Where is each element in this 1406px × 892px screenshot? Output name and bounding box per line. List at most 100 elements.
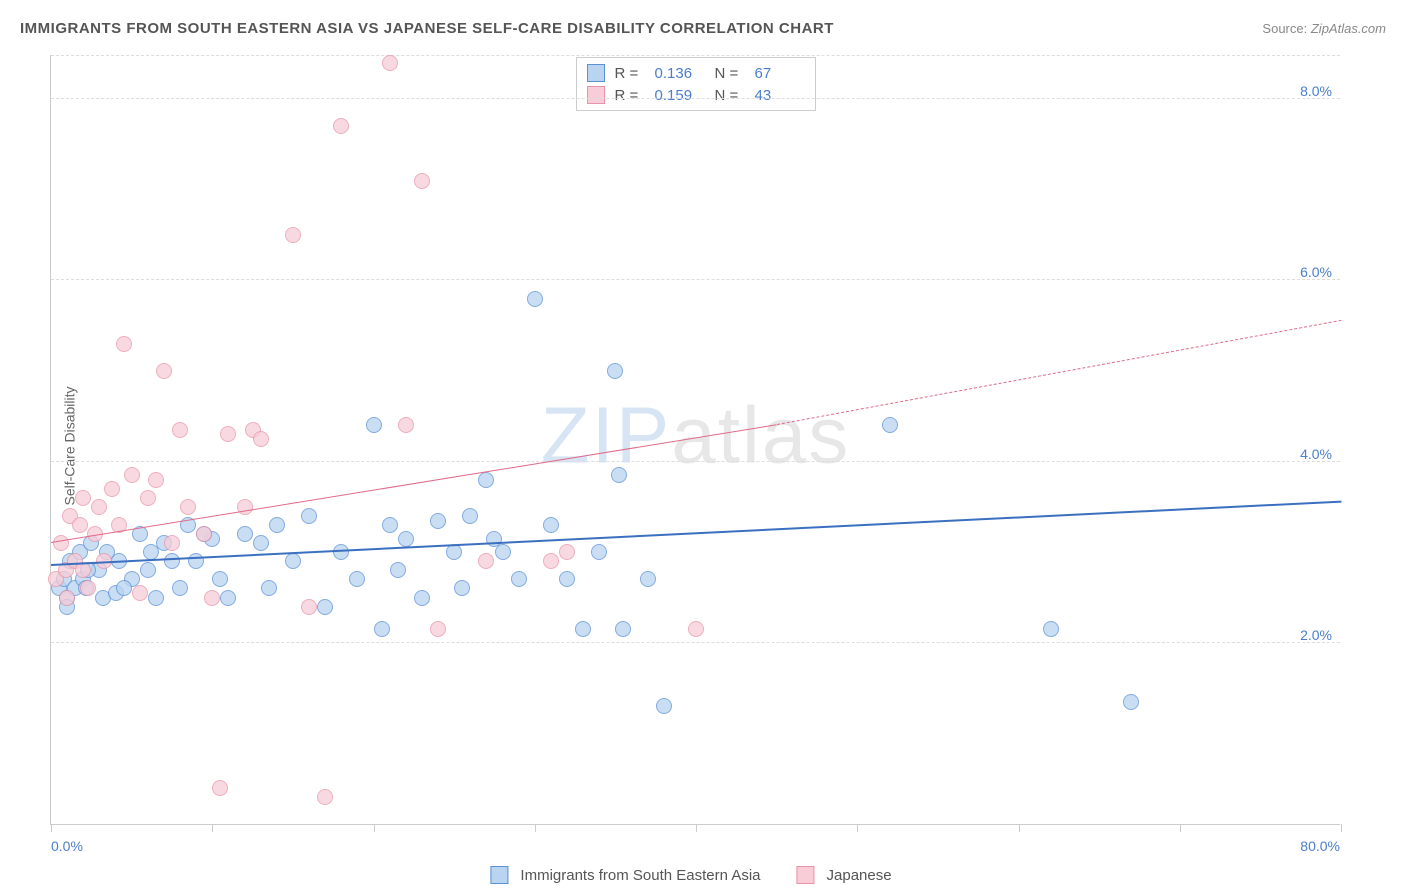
x-min-label: 0.0% [51, 838, 83, 854]
legend-row: R = 0.136 N = 67 [587, 62, 805, 84]
data-point [59, 590, 75, 606]
data-point [559, 544, 575, 560]
gridline [51, 279, 1340, 280]
data-point [124, 467, 140, 483]
data-point [212, 571, 228, 587]
data-point [317, 599, 333, 615]
legend-swatch [587, 86, 605, 104]
x-tick [1019, 824, 1020, 832]
data-point [301, 508, 317, 524]
data-point [559, 571, 575, 587]
data-point [430, 513, 446, 529]
data-point [398, 417, 414, 433]
data-point [140, 490, 156, 506]
data-point [374, 621, 390, 637]
data-point [156, 363, 172, 379]
data-point [333, 118, 349, 134]
data-point [196, 526, 212, 542]
gridline [51, 642, 1340, 643]
data-point [414, 173, 430, 189]
watermark-part2: atlas [671, 390, 850, 479]
x-tick [535, 824, 536, 832]
gridline [51, 55, 1340, 56]
y-tick-label: 8.0% [1300, 83, 1332, 99]
x-tick [857, 824, 858, 832]
data-point [390, 562, 406, 578]
data-point [72, 517, 88, 533]
data-point [261, 580, 277, 596]
scatter-plot: ZIPatlas R =0.136N =67R =0.159N =43 2.0%… [50, 55, 1340, 825]
data-point [349, 571, 365, 587]
data-point [478, 553, 494, 569]
x-tick [212, 824, 213, 832]
data-point [495, 544, 511, 560]
data-point [132, 585, 148, 601]
data-point [1123, 694, 1139, 710]
n-label: N = [715, 87, 745, 104]
data-point [446, 544, 462, 560]
chart-title: IMMIGRANTS FROM SOUTH EASTERN ASIA VS JA… [20, 20, 834, 37]
data-point [212, 780, 228, 796]
data-point [882, 417, 898, 433]
legend-label: Japanese [827, 867, 892, 884]
r-label: R = [615, 65, 645, 82]
legend-swatch [587, 64, 605, 82]
data-point [220, 426, 236, 442]
data-point [430, 621, 446, 637]
data-point [511, 571, 527, 587]
r-value: 0.136 [655, 65, 705, 82]
x-tick [51, 824, 52, 832]
y-tick-label: 2.0% [1300, 627, 1332, 643]
data-point [656, 698, 672, 714]
data-point [615, 621, 631, 637]
chart-header: IMMIGRANTS FROM SOUTH EASTERN ASIA VS JA… [20, 20, 1386, 37]
data-point [575, 621, 591, 637]
data-point [607, 363, 623, 379]
legend-row: R =0.159N =43 [587, 84, 805, 106]
source-attribution: Source: ZipAtlas.com [1262, 21, 1386, 36]
data-point [220, 590, 236, 606]
gridline [51, 98, 1340, 99]
data-point [164, 553, 180, 569]
data-point [414, 590, 430, 606]
data-point [104, 481, 120, 497]
data-point [527, 291, 543, 307]
gridline [51, 461, 1340, 462]
data-point [1043, 621, 1059, 637]
legend-label: Immigrants from South Eastern Asia [520, 867, 760, 884]
legend-swatch [797, 866, 815, 884]
data-point [91, 499, 107, 515]
data-point [543, 553, 559, 569]
data-point [285, 553, 301, 569]
data-point [148, 472, 164, 488]
series-legend: Immigrants from South Eastern Asia Japane… [490, 866, 915, 884]
data-point [237, 526, 253, 542]
data-point [478, 472, 494, 488]
n-label: N = [715, 65, 745, 82]
data-point [180, 499, 196, 515]
n-value: 43 [755, 87, 805, 104]
data-point [398, 531, 414, 547]
data-point [317, 789, 333, 805]
data-point [462, 508, 478, 524]
y-tick-label: 6.0% [1300, 264, 1332, 280]
data-point [140, 562, 156, 578]
n-value: 67 [755, 65, 805, 82]
y-tick-label: 4.0% [1300, 446, 1332, 462]
data-point [301, 599, 317, 615]
data-point [333, 544, 349, 560]
data-point [611, 467, 627, 483]
data-point [382, 55, 398, 71]
data-point [53, 535, 69, 551]
data-point [543, 517, 559, 533]
data-point [164, 535, 180, 551]
data-point [382, 517, 398, 533]
r-label: R = [615, 87, 645, 104]
data-point [454, 580, 470, 596]
x-tick [1180, 824, 1181, 832]
data-point [116, 580, 132, 596]
data-point [172, 422, 188, 438]
source-label: Source: [1262, 21, 1307, 36]
data-point [148, 590, 164, 606]
data-point [80, 580, 96, 596]
